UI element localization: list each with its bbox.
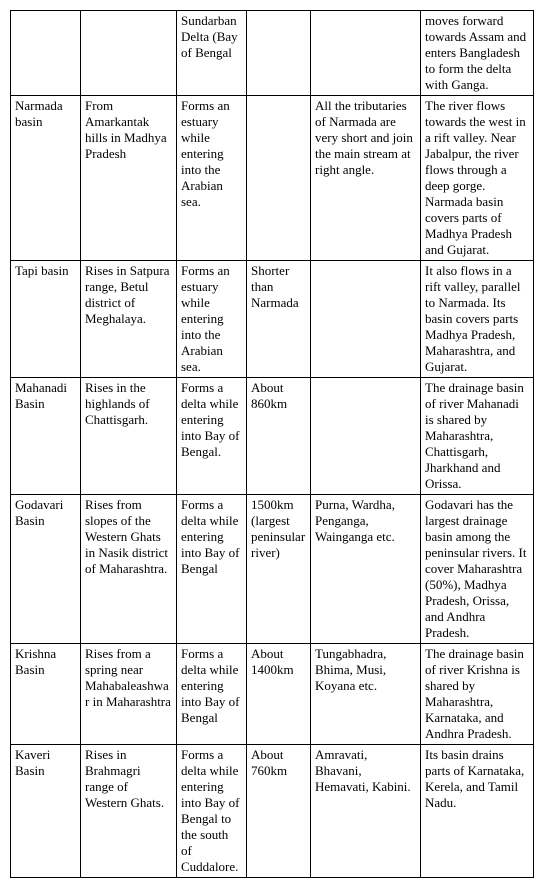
- cell-c5: Tungabhadra, Bhima, Musi, Koyana etc.: [311, 644, 421, 745]
- cell-c4: About 860km: [247, 378, 311, 495]
- cell-c6: It also flows in a rift valley, parallel…: [421, 261, 534, 378]
- cell-c2: Rises from slopes of the Western Ghats i…: [81, 495, 177, 644]
- table-row: Narmada basinFrom Amarkantak hills in Ma…: [11, 96, 534, 261]
- cell-c5: [311, 261, 421, 378]
- cell-c6: Its basin drains parts of Karnataka, Ker…: [421, 745, 534, 878]
- cell-c4: Shorter than Narmada: [247, 261, 311, 378]
- cell-c1: Kaveri Basin: [11, 745, 81, 878]
- cell-c1: Mahanadi Basin: [11, 378, 81, 495]
- cell-c6: The river flows towards the west in a ri…: [421, 96, 534, 261]
- cell-c4: 1500km (largest peninsular river): [247, 495, 311, 644]
- river-basin-table: Sundarban Delta (Bay of Bengal moves forw…: [10, 10, 534, 878]
- table-row: Sundarban Delta (Bay of Bengal moves forw…: [11, 11, 534, 96]
- cell-c2: Rises in Satpura range, Betul district o…: [81, 261, 177, 378]
- table-row: Krishna BasinRises from a spring near Ma…: [11, 644, 534, 745]
- table-row: Tapi basinRises in Satpura range, Betul …: [11, 261, 534, 378]
- cell-c3: Sundarban Delta (Bay of Bengal: [177, 11, 247, 96]
- cell-c3: Forms an estuary while entering into the…: [177, 261, 247, 378]
- cell-c4: About 760km: [247, 745, 311, 878]
- cell-c2: Rises in the highlands of Chattisgarh.: [81, 378, 177, 495]
- cell-c3: Forms a delta while entering into Bay of…: [177, 495, 247, 644]
- table-row: Mahanadi BasinRises in the highlands of …: [11, 378, 534, 495]
- cell-c5: [311, 378, 421, 495]
- cell-c2: Rises from a spring near Mahabaleashwar …: [81, 644, 177, 745]
- cell-c2: From Amarkantak hills in Madhya Pradesh: [81, 96, 177, 261]
- cell-c5: [311, 11, 421, 96]
- cell-c1: Godavari Basin: [11, 495, 81, 644]
- cell-c4: [247, 96, 311, 261]
- cell-c5: Purna, Wardha, Penganga, Wainganga etc.: [311, 495, 421, 644]
- cell-c1: Narmada basin: [11, 96, 81, 261]
- cell-c3: Forms a delta while entering into Bay of…: [177, 745, 247, 878]
- cell-c6: The drainage basin of river Mahanadi is …: [421, 378, 534, 495]
- table-row: Godavari BasinRises from slopes of the W…: [11, 495, 534, 644]
- cell-c1: Krishna Basin: [11, 644, 81, 745]
- cell-c4: About 1400km: [247, 644, 311, 745]
- cell-c4: [247, 11, 311, 96]
- cell-c6: Godavari has the largest drainage basin …: [421, 495, 534, 644]
- cell-c2: [81, 11, 177, 96]
- cell-c1: [11, 11, 81, 96]
- cell-c3: Forms an estuary while entering into the…: [177, 96, 247, 261]
- cell-c5: Amravati, Bhavani, Hemavati, Kabini.: [311, 745, 421, 878]
- cell-c5: All the tributaries of Narmada are very …: [311, 96, 421, 261]
- cell-c6: moves forward towards Assam and enters B…: [421, 11, 534, 96]
- cell-c1: Tapi basin: [11, 261, 81, 378]
- table-row: Kaveri BasinRises in Brahmagri range of …: [11, 745, 534, 878]
- cell-c6: The drainage basin of river Krishna is s…: [421, 644, 534, 745]
- cell-c3: Forms a delta while entering into Bay of…: [177, 644, 247, 745]
- cell-c3: Forms a delta while entering into Bay of…: [177, 378, 247, 495]
- cell-c2: Rises in Brahmagri range of Western Ghat…: [81, 745, 177, 878]
